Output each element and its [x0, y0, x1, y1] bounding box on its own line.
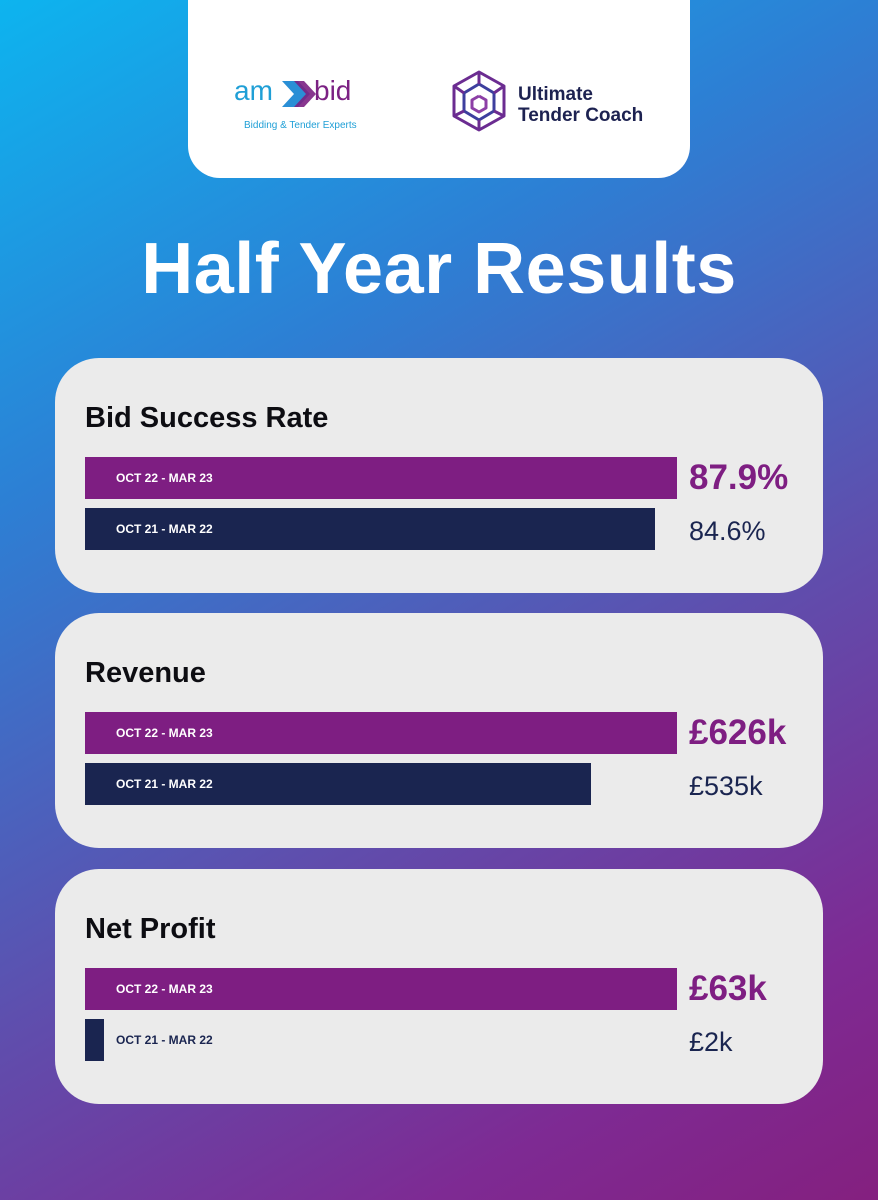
- revenue-card: Revenue OCT 22 - MAR 23 £626k OCT 21 - MAR …: [55, 613, 823, 848]
- net-profit-value-previous: £2k: [689, 1027, 733, 1057]
- revenue-bar-previous: [85, 763, 591, 805]
- bid-success-rate-period-label: OCT 22 - MAR 23: [116, 471, 213, 485]
- revenue-period-label: OCT 21 - MAR 22: [116, 777, 213, 791]
- bid-success-rate-card: Bid Success Rate OCT 22 - MAR 23 87.9% OCT …: [55, 358, 823, 593]
- revenue-value-current: £626k: [689, 713, 787, 752]
- revenue-bar-current: [85, 712, 677, 754]
- bid-success-rate-value-current: 87.9%: [689, 458, 789, 497]
- net-profit-bar-previous: [85, 1019, 104, 1061]
- net-profit-period-label: OCT 21 - MAR 22: [116, 1033, 213, 1047]
- ultimate-tender-coach-logo[interactable]: Ultimate Tender Coach: [448, 68, 668, 138]
- utc-wordmark: Ultimate Tender Coach: [518, 84, 643, 126]
- ambid-logo-bid: bid: [314, 75, 352, 106]
- ambid-tagline: Bidding & Tender Experts: [244, 120, 357, 131]
- net-profit-title: Net Profit: [85, 913, 216, 945]
- utc-line1: Ultimate: [518, 84, 593, 105]
- logo-header: am bid Bidding & Tender Experts Ultimate: [188, 0, 690, 178]
- bid-success-rate-period-label: OCT 21 - MAR 22: [116, 522, 213, 536]
- bid-success-rate-value-previous: 84.6%: [689, 516, 766, 546]
- utc-line2: Tender Coach: [518, 105, 644, 126]
- bid-success-rate-title: Bid Success Rate: [85, 402, 329, 434]
- ambid-arrow-icon: [282, 81, 316, 107]
- net-profit-period-label: OCT 22 - MAR 23: [116, 982, 213, 996]
- ambid-logo-am: am: [234, 75, 273, 106]
- revenue-value-previous: £535k: [689, 771, 763, 801]
- net-profit-card: Net Profit OCT 22 - MAR 23 £63k OCT 21 - MA…: [55, 869, 823, 1104]
- ambid-logo[interactable]: am bid Bidding & Tender Experts: [230, 76, 360, 136]
- revenue-title: Revenue: [85, 657, 206, 689]
- cube-lattice-icon: [452, 70, 506, 132]
- bid-success-rate-bar-current: [85, 457, 677, 499]
- net-profit-value-current: £63k: [689, 969, 767, 1008]
- revenue-period-label: OCT 22 - MAR 23: [116, 726, 213, 740]
- net-profit-bar-current: [85, 968, 677, 1010]
- page-title: Half Year Results: [141, 229, 737, 309]
- bid-success-rate-bar-previous: [85, 508, 655, 550]
